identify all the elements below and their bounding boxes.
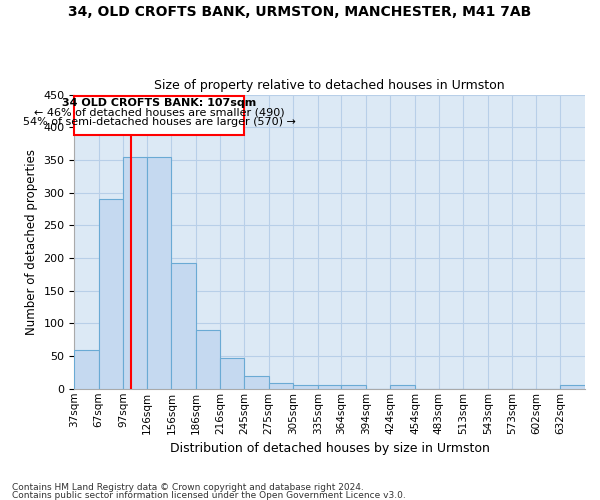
Text: ← 46% of detached houses are smaller (490): ← 46% of detached houses are smaller (49…	[34, 108, 284, 118]
Title: Size of property relative to detached houses in Urmston: Size of property relative to detached ho…	[154, 79, 505, 92]
Bar	[269, 383, 293, 389]
Bar	[172, 263, 196, 389]
X-axis label: Distribution of detached houses by size in Urmston: Distribution of detached houses by size …	[170, 442, 490, 455]
Bar	[74, 350, 98, 389]
Bar	[244, 376, 269, 389]
Bar	[220, 358, 244, 389]
Bar	[391, 386, 415, 389]
Text: 54% of semi-detached houses are larger (570) →: 54% of semi-detached houses are larger (…	[23, 117, 296, 127]
Bar	[123, 156, 147, 389]
Y-axis label: Number of detached properties: Number of detached properties	[25, 148, 38, 334]
Bar	[74, 96, 244, 135]
Bar	[147, 156, 172, 389]
Text: Contains HM Land Registry data © Crown copyright and database right 2024.: Contains HM Land Registry data © Crown c…	[12, 484, 364, 492]
Bar	[317, 386, 341, 389]
Bar	[196, 330, 220, 389]
Text: 34 OLD CROFTS BANK: 107sqm: 34 OLD CROFTS BANK: 107sqm	[62, 98, 256, 108]
Bar	[560, 386, 585, 389]
Bar	[98, 199, 123, 389]
Text: Contains public sector information licensed under the Open Government Licence v3: Contains public sector information licen…	[12, 490, 406, 500]
Text: 34, OLD CROFTS BANK, URMSTON, MANCHESTER, M41 7AB: 34, OLD CROFTS BANK, URMSTON, MANCHESTER…	[68, 5, 532, 19]
Bar	[341, 386, 366, 389]
Bar	[293, 386, 317, 389]
